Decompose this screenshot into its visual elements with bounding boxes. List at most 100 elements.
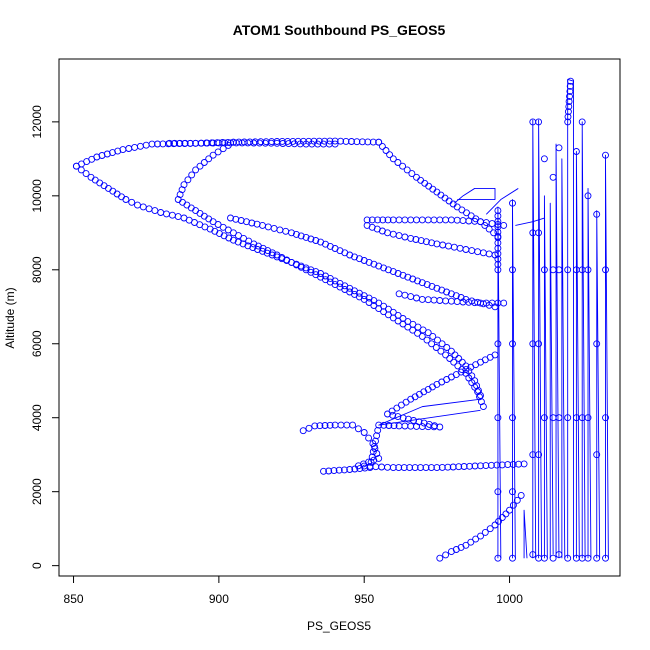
- data-point: [151, 207, 159, 215]
- data-point: [331, 137, 339, 145]
- data-point: [401, 233, 409, 241]
- data-point: [365, 299, 373, 306]
- data-point: [443, 344, 451, 351]
- data-point: [487, 461, 495, 469]
- data-point: [602, 266, 609, 274]
- data-point: [384, 311, 392, 319]
- data-point: [410, 417, 418, 424]
- data-point: [428, 282, 436, 290]
- data-point: [549, 554, 557, 562]
- data-point: [299, 427, 307, 435]
- data-point: [389, 268, 397, 276]
- data-point: [462, 246, 470, 253]
- data-point: [245, 237, 253, 245]
- data-point: [444, 463, 452, 471]
- data-point: [257, 138, 265, 146]
- flight-track: [605, 154, 609, 559]
- data-point: [176, 139, 184, 147]
- data-point: [449, 200, 457, 208]
- data-point: [460, 463, 468, 470]
- data-point: [535, 451, 543, 459]
- data-point: [389, 155, 397, 163]
- data-point: [380, 421, 388, 429]
- data-point: [424, 216, 432, 224]
- data-point: [491, 351, 499, 359]
- data-point: [200, 159, 208, 166]
- data-point: [415, 418, 423, 426]
- data-point: [375, 305, 383, 313]
- data-point: [384, 216, 392, 224]
- data-point: [326, 421, 334, 429]
- data-point: [109, 187, 117, 195]
- data-point: [449, 463, 457, 471]
- data-point: [488, 220, 496, 228]
- data-point: [555, 551, 563, 559]
- data-point: [456, 244, 464, 252]
- data-point: [517, 491, 525, 499]
- data-point: [494, 266, 502, 274]
- data-point: [459, 217, 467, 225]
- data-point: [292, 230, 300, 238]
- flight-track: [596, 210, 601, 559]
- flight-track: [497, 206, 502, 559]
- data-point: [394, 159, 402, 166]
- data-point: [430, 296, 438, 304]
- data-point: [429, 185, 437, 193]
- data-point: [437, 191, 445, 199]
- data-point: [176, 191, 184, 199]
- flight-track: [587, 187, 592, 559]
- data-point: [445, 242, 452, 250]
- data-point: [369, 138, 377, 146]
- data-point: [467, 538, 475, 546]
- data-point: [417, 237, 425, 245]
- flight-track: [512, 199, 516, 559]
- data-point: [399, 162, 407, 170]
- data-point: [166, 139, 173, 147]
- data-point: [407, 234, 415, 242]
- data-point: [372, 463, 380, 471]
- data-point: [584, 266, 592, 274]
- data-point: [509, 554, 516, 562]
- data-point: [423, 281, 431, 289]
- data-point: [244, 139, 252, 147]
- data-point: [428, 239, 436, 247]
- data-point: [353, 138, 361, 146]
- data-point: [506, 506, 513, 514]
- dense-flight-tracks: [378, 78, 609, 559]
- data-point: [509, 460, 517, 468]
- data-point: [330, 467, 338, 475]
- data-point: [373, 432, 381, 440]
- data-point: [351, 253, 358, 261]
- data-point: [375, 454, 383, 462]
- x-tick-label: 850: [64, 592, 84, 606]
- data-point: [494, 223, 502, 231]
- data-point: [436, 423, 444, 431]
- data-point: [251, 138, 259, 146]
- data-point: [564, 414, 572, 422]
- flight-track: [581, 121, 586, 559]
- data-point: [409, 326, 417, 334]
- data-point: [477, 218, 484, 226]
- data-point: [351, 465, 359, 473]
- data-point: [509, 414, 516, 422]
- data-point: [445, 197, 453, 205]
- data-point: [494, 207, 502, 215]
- data-point: [174, 213, 182, 221]
- y-tick-label: 10000: [30, 179, 44, 213]
- data-point: [458, 358, 466, 366]
- y-axis: 0 2000 4000 6000 8000 10000 12000: [30, 105, 59, 569]
- data-point: [122, 196, 130, 203]
- data-point: [593, 451, 601, 459]
- data-point: [566, 87, 574, 95]
- data-point: [578, 118, 586, 126]
- data-point: [239, 240, 247, 248]
- data-point: [500, 299, 508, 307]
- data-point: [331, 140, 339, 148]
- data-point: [368, 453, 376, 461]
- data-point: [438, 286, 446, 294]
- data-point: [454, 362, 462, 370]
- data-point: [564, 266, 572, 274]
- data-point: [399, 414, 407, 422]
- data-point: [498, 514, 506, 522]
